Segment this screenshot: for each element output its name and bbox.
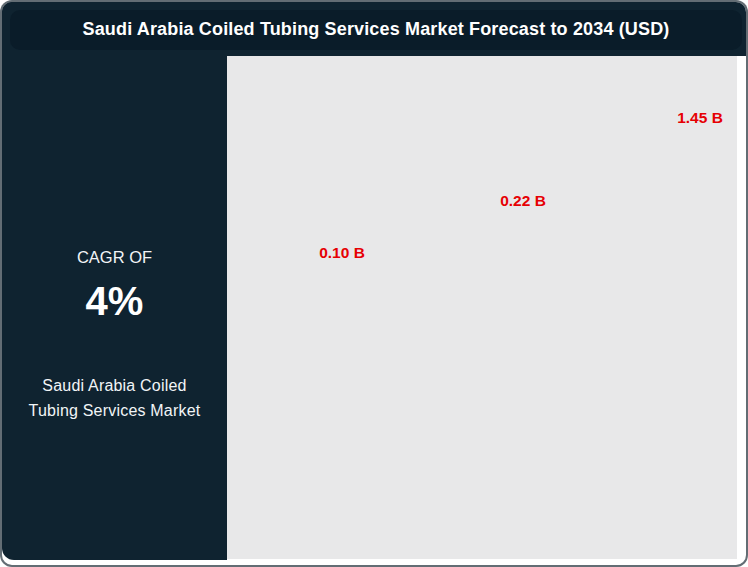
- data-label-2034: 1.45 B: [677, 109, 723, 127]
- market-name: Saudi Arabia Coiled Tubing Services Mark…: [2, 373, 227, 423]
- cagr-value: 4%: [2, 279, 227, 324]
- chart-title: Saudi Arabia Coiled Tubing Services Mark…: [83, 19, 670, 40]
- plot-area: 0.10 B 0.22 B 1.45 B: [227, 56, 737, 559]
- market-name-line1: Saudi Arabia Coiled: [2, 373, 227, 398]
- chart-card: CAGR OF 4% Saudi Arabia Coiled Tubing Se…: [0, 0, 748, 567]
- title-bar: Saudi Arabia Coiled Tubing Services Mark…: [10, 10, 742, 50]
- data-label-2024: 0.10 B: [319, 244, 365, 262]
- data-label-mid: 0.22 B: [500, 192, 546, 210]
- cagr-label: CAGR OF: [2, 248, 227, 267]
- market-name-line2: Tubing Services Market: [2, 398, 227, 423]
- sidebar-panel: CAGR OF 4% Saudi Arabia Coiled Tubing Se…: [2, 2, 227, 560]
